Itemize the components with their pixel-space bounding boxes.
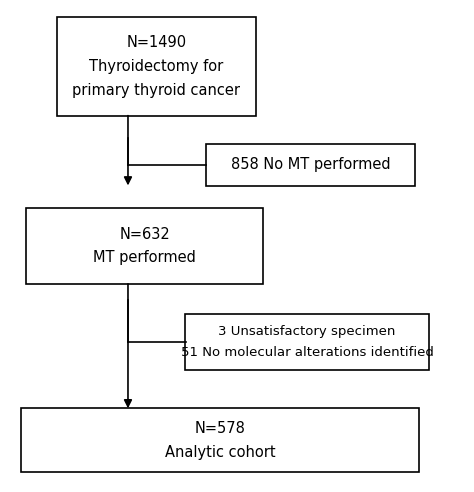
Bar xyxy=(206,144,415,185)
Bar xyxy=(185,314,429,370)
Bar xyxy=(57,17,256,116)
Text: 858 No MT performed: 858 No MT performed xyxy=(231,157,390,172)
Text: 51 No molecular alterations identified: 51 No molecular alterations identified xyxy=(181,346,434,359)
Text: N=578: N=578 xyxy=(195,421,246,436)
Text: 3 Unsatisfactory specimen: 3 Unsatisfactory specimen xyxy=(219,325,396,338)
Text: Analytic cohort: Analytic cohort xyxy=(165,445,276,460)
Text: N=1490: N=1490 xyxy=(127,35,186,50)
Text: MT performed: MT performed xyxy=(93,250,196,265)
Bar xyxy=(21,408,419,472)
Text: N=632: N=632 xyxy=(119,227,170,242)
Text: Thyroidectomy for: Thyroidectomy for xyxy=(89,59,224,74)
Bar xyxy=(26,208,263,284)
Text: primary thyroid cancer: primary thyroid cancer xyxy=(73,83,240,97)
